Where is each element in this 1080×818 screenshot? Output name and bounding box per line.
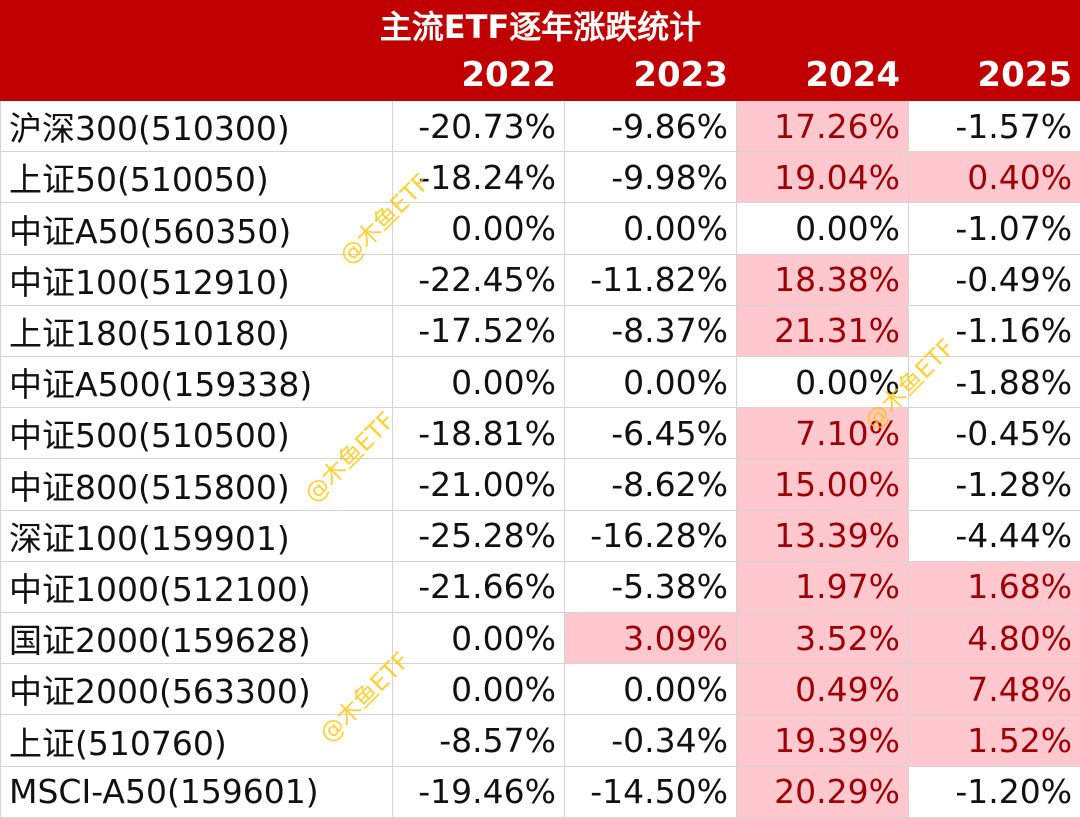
table-title: 主流ETF逐年涨跌统计 [0,0,1080,50]
return-cell-2022: 0.00% [392,202,565,255]
return-cell-2024: 18.38% [736,253,909,306]
return-cell-2023: -8.62% [564,458,737,511]
etf-name-cell: 中证1000(512100) [0,560,393,614]
return-cell-2022: -8.57% [392,714,565,767]
return-cell-2024: 0.49% [736,663,909,716]
year-header-2023: 2023 [564,49,737,101]
return-cell-2024: 19.39% [736,714,909,767]
table-row: 深证100(159901) -25.28% -16.28% 13.39% -4.44% [0,509,1080,562]
etf-name-cell: MSCI-A50(159601) [0,765,393,818]
table-row: 中证1000(512100) -21.66% -5.38% 1.97% 1.68% [0,560,1080,614]
return-cell-2024: 17.26% [736,99,909,153]
etf-name-cell: 上证50(510050) [0,151,393,204]
return-cell-2023: -14.50% [564,765,737,818]
return-cell-2023: 3.09% [564,612,737,665]
return-cell-2025: -1.20% [907,765,1080,818]
return-cell-2025: -1.16% [907,304,1080,358]
table-row: 上证180(510180) -17.52% -8.37% 21.31% -1.16% [0,304,1080,358]
return-cell-2024: 13.39% [736,509,909,562]
return-cell-2024: 20.29% [736,765,909,818]
etf-name-cell: 中证800(515800) [0,458,393,511]
return-cell-2025: -1.57% [907,99,1080,153]
table-row: 中证800(515800) -21.00% -8.62% 15.00% -1.28% [0,458,1080,511]
table-row: 上证50(510050) -18.24% -9.98% 19.04% 0.40% [0,151,1080,204]
etf-name-cell: 中证A500(159338) [0,356,393,409]
return-cell-2025: -1.88% [907,356,1080,409]
etf-name-cell: 深证100(159901) [0,509,393,562]
year-header-2022: 2022 [392,49,565,101]
return-cell-2025: 0.40% [907,151,1080,204]
return-cell-2025: -4.44% [907,509,1080,562]
table-row: 中证2000(563300) 0.00% 0.00% 0.49% 7.48% [0,663,1080,716]
return-cell-2024: 3.52% [736,612,909,665]
return-cell-2022: 0.00% [392,356,565,409]
etf-name-cell: 国证2000(159628) [0,612,393,665]
return-cell-2024: 1.97% [736,560,909,614]
return-cell-2024: 15.00% [736,458,909,511]
etf-name-cell: 沪深300(510300) [0,99,393,153]
year-header-row: 2022 2023 2024 2025 [0,49,1080,101]
table-row: 沪深300(510300) -20.73% -9.86% 17.26% -1.57% [0,99,1080,153]
return-cell-2024: 0.00% [736,356,909,409]
return-cell-2023: 0.00% [564,356,737,409]
return-cell-2022: -25.28% [392,509,565,562]
table-row: 中证A50(560350) 0.00% 0.00% 0.00% -1.07% [0,202,1080,255]
return-cell-2022: -21.66% [392,560,565,614]
return-cell-2024: 19.04% [736,151,909,204]
return-cell-2023: -16.28% [564,509,737,562]
header-corner-cell [0,49,393,101]
table-body: 沪深300(510300) -20.73% -9.86% 17.26% -1.57% 上证… [0,99,1080,818]
return-cell-2024: 0.00% [736,202,909,255]
return-cell-2023: -9.86% [564,99,737,153]
return-cell-2025: -0.49% [907,253,1080,306]
return-cell-2023: -5.38% [564,560,737,614]
return-cell-2025: 4.80% [907,612,1080,665]
return-cell-2023: 0.00% [564,663,737,716]
etf-name-cell: 中证2000(563300) [0,663,393,716]
return-cell-2025: -1.07% [907,202,1080,255]
year-header-2025: 2025 [907,49,1080,101]
return-cell-2022: -18.81% [392,407,565,460]
return-cell-2022: -17.52% [392,304,565,358]
return-cell-2025: 1.68% [907,560,1080,614]
return-cell-2024: 7.10% [736,407,909,460]
year-header-2024: 2024 [736,49,909,101]
title-row: 主流ETF逐年涨跌统计 [0,0,1080,50]
return-cell-2023: -0.34% [564,714,737,767]
return-cell-2025: -0.45% [907,407,1080,460]
etf-name-cell: 中证A50(560350) [0,202,393,255]
return-cell-2023: -11.82% [564,253,737,306]
etf-name-cell: 上证(510760) [0,714,393,767]
etf-name-cell: 中证500(510500) [0,407,393,460]
return-cell-2023: -8.37% [564,304,737,358]
return-cell-2022: -21.00% [392,458,565,511]
return-cell-2024: 21.31% [736,304,909,358]
return-cell-2025: 7.48% [907,663,1080,716]
etf-name-cell: 上证180(510180) [0,304,393,358]
return-cell-2025: 1.52% [907,714,1080,767]
table-row: MSCI-A50(159601) -19.46% -14.50% 20.29% -1.2… [0,765,1080,818]
return-cell-2022: 0.00% [392,663,565,716]
return-cell-2023: -9.98% [564,151,737,204]
return-cell-2022: -20.73% [392,99,565,153]
table-row: 中证100(512910) -22.45% -11.82% 18.38% -0.49% [0,253,1080,306]
etf-name-cell: 中证100(512910) [0,253,393,306]
return-cell-2022: -22.45% [392,253,565,306]
return-cell-2025: -1.28% [907,458,1080,511]
return-cell-2022: 0.00% [392,612,565,665]
table-row: 上证(510760) -8.57% -0.34% 19.39% 1.52% [0,714,1080,767]
return-cell-2023: -6.45% [564,407,737,460]
return-cell-2023: 0.00% [564,202,737,255]
return-cell-2022: -18.24% [392,151,565,204]
return-cell-2022: -19.46% [392,765,565,818]
table-row: 中证A500(159338) 0.00% 0.00% 0.00% -1.88% [0,356,1080,409]
table-row: 中证500(510500) -18.81% -6.45% 7.10% -0.45% [0,407,1080,460]
table-row: 国证2000(159628) 0.00% 3.09% 3.52% 4.80% [0,612,1080,665]
